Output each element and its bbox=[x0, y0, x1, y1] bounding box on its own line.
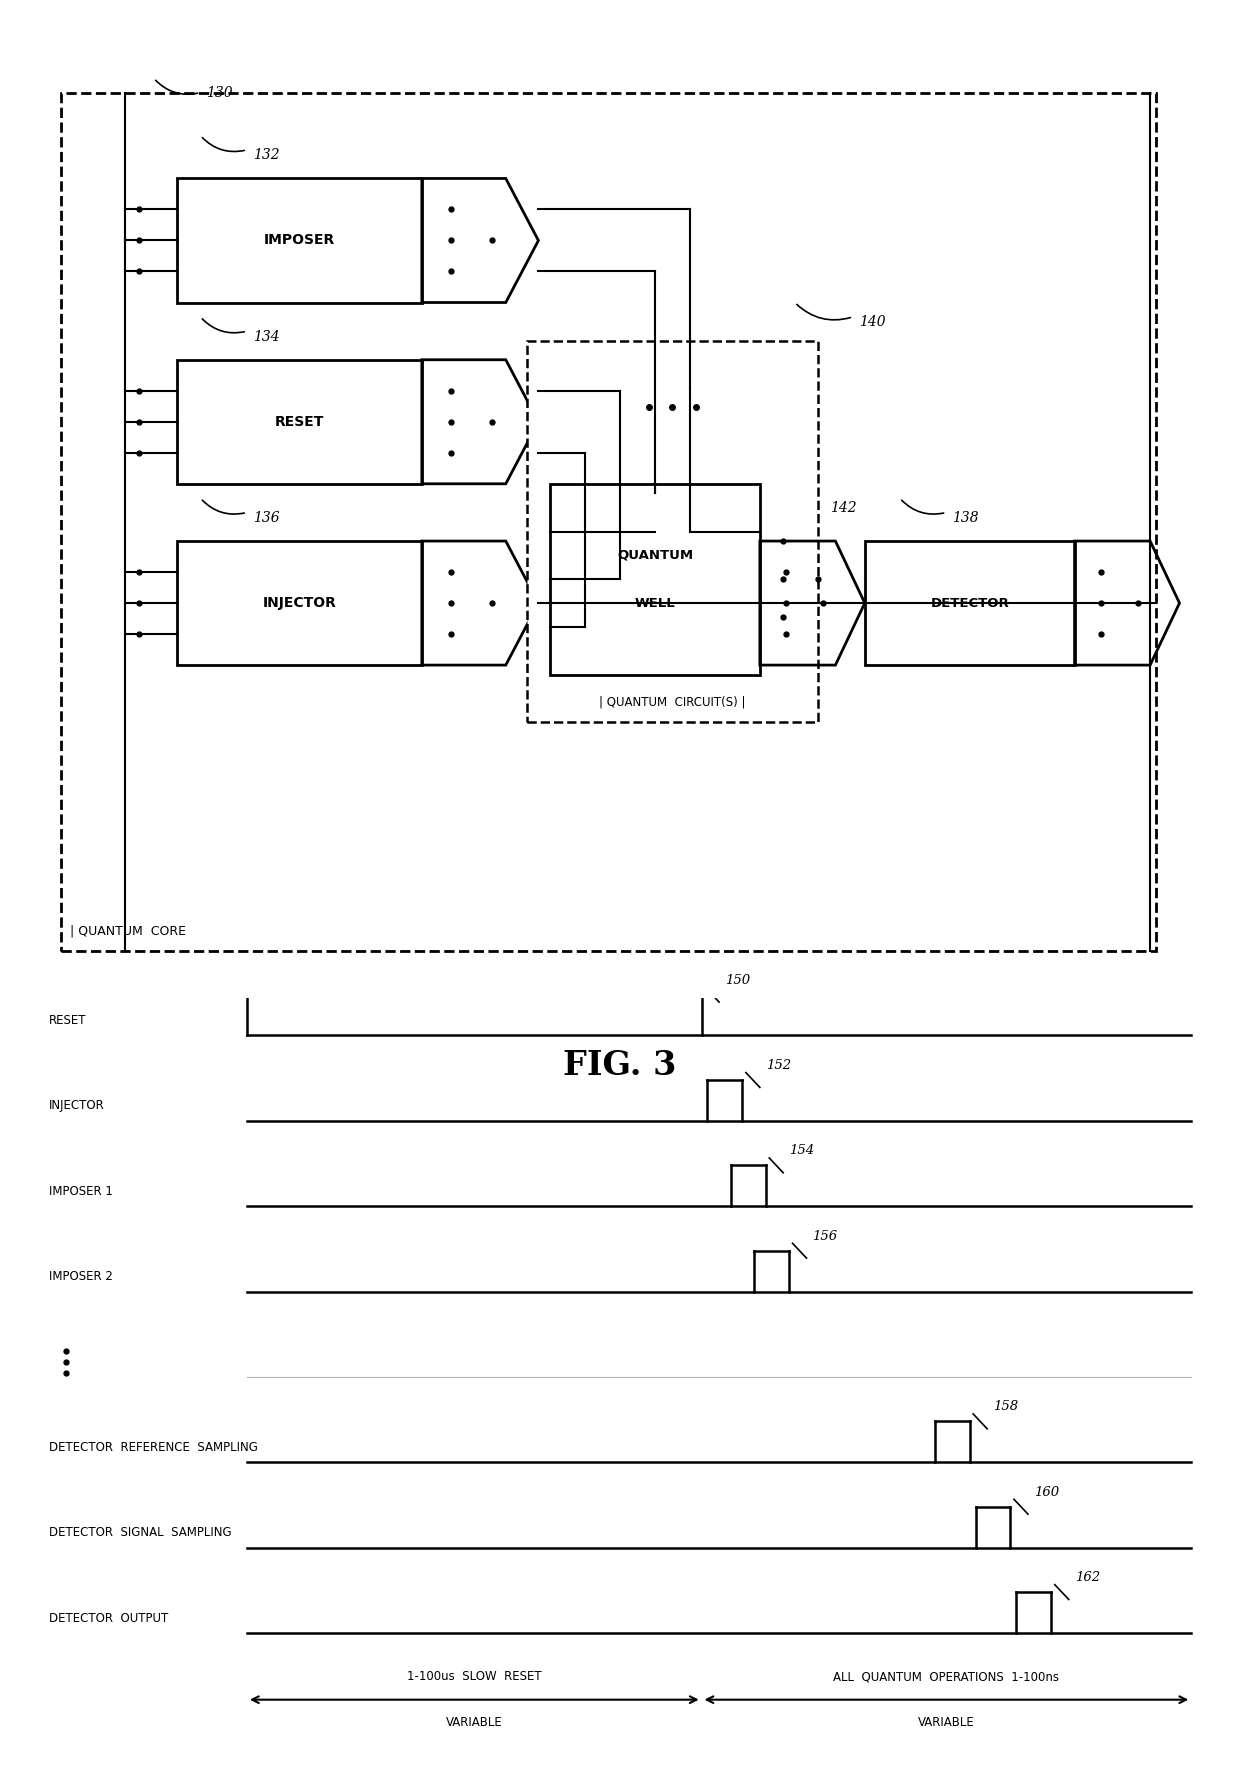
Text: RESET: RESET bbox=[48, 1014, 87, 1027]
Text: 134: 134 bbox=[253, 330, 279, 343]
Text: VARIABLE: VARIABLE bbox=[918, 1716, 975, 1728]
Text: 140: 140 bbox=[859, 315, 885, 329]
Bar bbox=[177, 360, 422, 484]
Text: DETECTOR  SIGNAL  SAMPLING: DETECTOR SIGNAL SAMPLING bbox=[48, 1527, 232, 1539]
Text: INJECTOR: INJECTOR bbox=[263, 595, 336, 610]
Text: RESET: RESET bbox=[275, 415, 324, 429]
Text: 158: 158 bbox=[993, 1399, 1018, 1414]
Text: 1-100us  SLOW  RESET: 1-100us SLOW RESET bbox=[407, 1670, 542, 1684]
Text: VARIABLE: VARIABLE bbox=[446, 1716, 502, 1728]
Text: 160: 160 bbox=[1034, 1486, 1059, 1498]
Bar bbox=[864, 541, 1075, 664]
Text: 136: 136 bbox=[253, 511, 279, 525]
Text: 138: 138 bbox=[952, 511, 978, 525]
Text: DETECTOR  REFERENCE  SAMPLING: DETECTOR REFERENCE SAMPLING bbox=[48, 1440, 258, 1454]
Text: QUANTUM: QUANTUM bbox=[618, 550, 693, 562]
Text: DETECTOR: DETECTOR bbox=[930, 597, 1009, 610]
Bar bbox=[527, 341, 818, 723]
Text: 152: 152 bbox=[765, 1058, 791, 1073]
Text: FIG. 3: FIG. 3 bbox=[563, 1050, 677, 1083]
Text: INJECTOR: INJECTOR bbox=[48, 1099, 104, 1113]
Text: 154: 154 bbox=[789, 1145, 815, 1157]
Text: WELL: WELL bbox=[635, 597, 676, 610]
Text: | QUANTUM  CORE: | QUANTUM CORE bbox=[69, 924, 186, 937]
Bar bbox=[177, 178, 422, 302]
Text: 132: 132 bbox=[253, 148, 279, 163]
Text: 130: 130 bbox=[206, 87, 233, 101]
Text: 162: 162 bbox=[1075, 1571, 1100, 1583]
Text: IMPOSER 1: IMPOSER 1 bbox=[48, 1186, 113, 1198]
Text: 156: 156 bbox=[812, 1230, 837, 1242]
Text: IMPOSER: IMPOSER bbox=[264, 233, 335, 247]
Text: | QUANTUM  CIRCUIT(S) |: | QUANTUM CIRCUIT(S) | bbox=[599, 694, 745, 709]
Text: ALL  QUANTUM  OPERATIONS  1-100ns: ALL QUANTUM OPERATIONS 1-100ns bbox=[833, 1670, 1059, 1684]
Text: IMPOSER 2: IMPOSER 2 bbox=[48, 1270, 113, 1283]
Bar bbox=[177, 541, 422, 664]
Text: 142: 142 bbox=[830, 502, 857, 516]
Text: DETECTOR  OUTPUT: DETECTOR OUTPUT bbox=[48, 1612, 169, 1624]
Bar bbox=[551, 484, 760, 675]
Text: 150: 150 bbox=[725, 974, 750, 986]
